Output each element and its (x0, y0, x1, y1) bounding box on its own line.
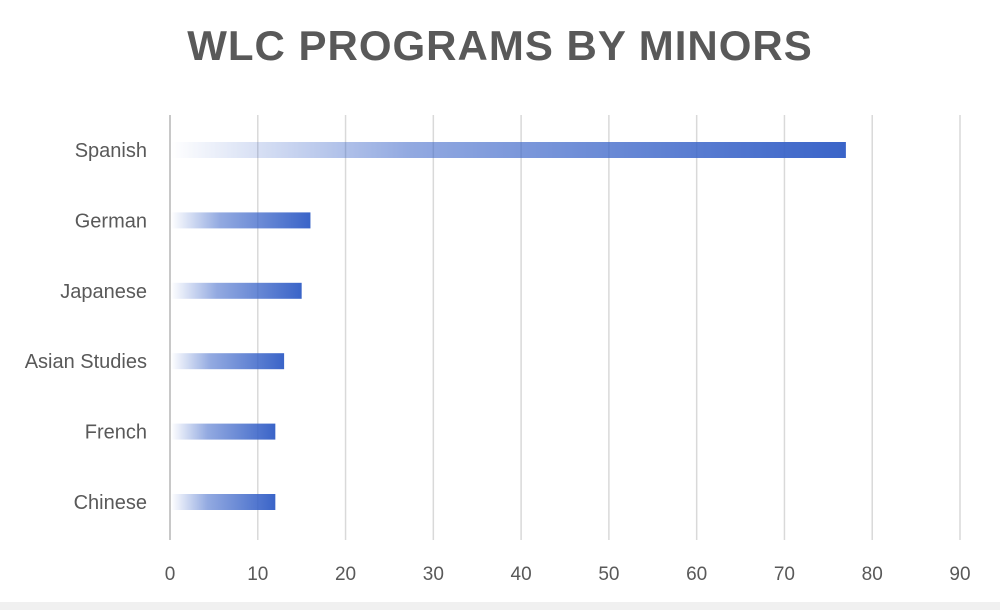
bars (171, 142, 846, 510)
category-label: Asian Studies (25, 351, 147, 373)
bar-japanese (171, 282, 302, 299)
bar-french (171, 423, 276, 440)
bar-chinese (171, 494, 276, 510)
x-tick-label: 30 (423, 564, 444, 585)
x-tick-label: 10 (247, 564, 268, 585)
category-label: Japanese (60, 281, 147, 303)
x-tick-label: 80 (862, 564, 883, 585)
x-tick-label: 60 (686, 564, 707, 585)
x-tick-label: 90 (949, 564, 970, 585)
category-label: French (85, 422, 147, 444)
bar-asian-studies (171, 353, 285, 370)
category-label: Chinese (74, 492, 147, 514)
x-axis-ticks: 0 10 20 30 40 50 60 70 80 90 (165, 564, 971, 585)
x-tick-label: 20 (335, 564, 356, 585)
chart-title: WLC PROGRAMS BY MINORS (187, 22, 813, 69)
category-labels: Spanish German Japanese Asian Studies French… (25, 140, 147, 514)
x-tick-label: 50 (598, 564, 619, 585)
gridlines (169, 115, 961, 540)
bar-german (171, 212, 311, 229)
category-label: German (75, 210, 147, 232)
bar-spanish (171, 142, 846, 158)
x-tick-label: 0 (165, 564, 176, 585)
x-tick-label: 40 (511, 564, 532, 585)
x-tick-label: 70 (774, 564, 795, 585)
bottom-border (0, 602, 1000, 610)
category-label: Spanish (75, 140, 147, 162)
